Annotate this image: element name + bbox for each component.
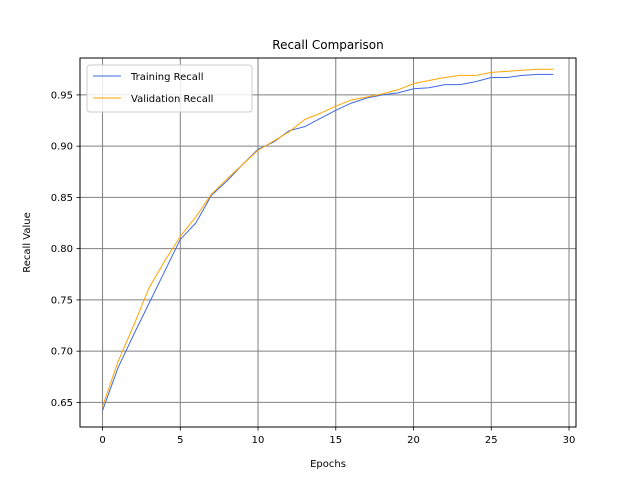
- x-tick-label: 0: [99, 435, 105, 446]
- legend-label-validation: Validation Recall: [131, 94, 213, 105]
- y-tick-label: 0.90: [51, 142, 73, 153]
- y-axis-label: Recall Value: [22, 212, 33, 272]
- x-tick-label: 5: [177, 435, 183, 446]
- x-tick-label: 30: [563, 435, 576, 446]
- chart-title: Recall Comparison: [272, 38, 383, 52]
- y-tick-label: 0.65: [51, 398, 73, 409]
- plot-frame: [79, 57, 577, 428]
- y-tick-label: 0.75: [51, 295, 73, 306]
- legend-label-training: Training Recall: [130, 72, 203, 83]
- y-tick-label: 0.80: [51, 244, 73, 255]
- training-recall-line: [102, 73, 554, 411]
- x-tick-label: 15: [329, 435, 342, 446]
- x-axis-label: Epochs: [310, 459, 346, 470]
- plot-area: [80, 58, 576, 427]
- y-tick-label: 0.85: [51, 193, 73, 204]
- y-tick-label: 0.95: [51, 90, 73, 101]
- x-tick-label: 10: [252, 435, 265, 446]
- legend: Training Recall Validation Recall: [86, 64, 253, 113]
- validation-recall-line: [102, 68, 554, 407]
- series-lines: [102, 68, 554, 411]
- legend-box: [86, 64, 253, 113]
- grid-lines: [80, 58, 576, 427]
- x-tick-label: 20: [407, 435, 420, 446]
- x-tick-label: 25: [485, 435, 498, 446]
- y-tick-label: 0.70: [51, 347, 73, 358]
- axis-ticks: 0 5 10 15 20 25 30 0.65 0.70 0.75 0.80 0.85 0.90 0.95: [51, 90, 576, 446]
